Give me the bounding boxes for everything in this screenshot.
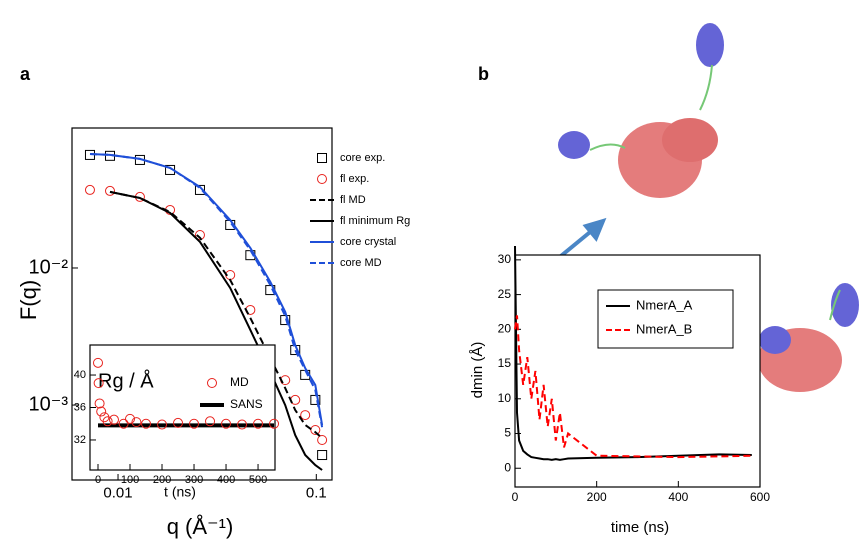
data-point: [237, 419, 248, 430]
y-tick-label: 15: [498, 356, 512, 370]
plot-frame: [89, 344, 276, 471]
legend-label: fl minimum Rg: [340, 215, 410, 227]
legend-label: fl MD: [340, 194, 366, 206]
data-point: [96, 406, 107, 417]
data-point: [300, 410, 311, 421]
x-tick-label: 400: [217, 474, 235, 486]
data-point: [317, 435, 328, 446]
x-tick-label: 300: [185, 474, 203, 486]
x-tick-label: 0: [95, 474, 101, 486]
x-axis-label: q (Å⁻¹): [167, 514, 234, 539]
data-line: [514, 315, 752, 459]
data-point: [93, 357, 104, 368]
data-point: [109, 414, 120, 425]
y-tick-label: 10: [498, 391, 512, 405]
x-axis-label: time (ns): [611, 519, 669, 536]
x-tick-label: 0.01: [103, 484, 132, 501]
data-point: [253, 418, 264, 429]
y-tick-label: 20: [498, 321, 512, 335]
data-point: [280, 315, 291, 326]
legend-label: NmerA_A: [636, 297, 693, 312]
y-tick-label: 36: [74, 401, 86, 413]
legend-label: fl exp.: [340, 173, 369, 185]
y-axis-label: dmin (Å): [469, 342, 486, 399]
data-point: [102, 416, 113, 427]
y-tick-label: 5: [504, 426, 511, 440]
x-axis-label: t (ns): [164, 484, 196, 500]
data-point: [221, 418, 232, 429]
y-axis-label: Rg / Å: [98, 369, 154, 392]
data-point: [173, 417, 184, 428]
y-tick-label: 30: [498, 252, 512, 266]
data-point: [118, 418, 129, 429]
plot: 0 100 200 300 400 500 32 36 40 t (ns) Rg / Å MD SANS: [74, 344, 280, 500]
data-point: [131, 417, 142, 428]
data-point: [194, 184, 205, 195]
x-tick-label: 600: [750, 490, 770, 504]
data-point: [104, 185, 115, 196]
data-point: [269, 418, 280, 429]
data-point: [141, 418, 152, 429]
plot: 0 200 400 600 0 5 10 15 20 25 30 time (ns) dmin (Å) N…: [469, 245, 770, 536]
y-tick-label: 0: [504, 460, 511, 474]
legend-label: SANS: [230, 397, 263, 411]
data-point: [317, 153, 327, 163]
data-point: [205, 416, 216, 427]
y-tick-label: 25: [498, 287, 512, 301]
x-tick-label: 0.1: [306, 484, 327, 501]
data-point: [125, 413, 136, 424]
data-point: [93, 378, 104, 389]
legend-label: core exp.: [340, 152, 385, 164]
data-line: [514, 245, 752, 461]
x-tick-label: 400: [668, 490, 688, 504]
panel-label: b: [478, 64, 489, 84]
legend-label: NmerA_B: [636, 321, 692, 336]
legend-label: MD: [230, 375, 249, 389]
x-tick-label: 200: [153, 474, 171, 486]
data-point: [317, 174, 327, 184]
x-tick-label: 500: [249, 474, 267, 486]
panel-label: a: [20, 64, 31, 84]
y-axis-label: F(q): [16, 280, 41, 320]
y-tick-label: 10⁻²: [29, 256, 69, 278]
data-point: [189, 418, 200, 429]
data-point: [194, 230, 205, 241]
x-tick-label: 0: [512, 490, 519, 504]
x-tick-label: 100: [121, 474, 139, 486]
data-line: [89, 153, 324, 428]
y-tick-label: 40: [74, 369, 86, 381]
plot: 0.01 0.1 10⁻² 10⁻³ q (Å⁻¹) F(q) core exp. fl ex…: [16, 127, 410, 539]
data-point: [84, 184, 95, 195]
legend-label: core MD: [340, 257, 382, 269]
data-point: [310, 424, 321, 435]
data-point: [317, 450, 328, 461]
y-tick-label: 32: [74, 434, 86, 446]
data-point: [94, 398, 105, 409]
legend-box: [597, 289, 734, 349]
y-tick-label: 10⁻³: [29, 393, 69, 415]
legend-label: core crystal: [340, 236, 396, 248]
data-point: [157, 419, 168, 430]
x-tick-label: 200: [587, 490, 607, 504]
data-point: [207, 378, 217, 388]
